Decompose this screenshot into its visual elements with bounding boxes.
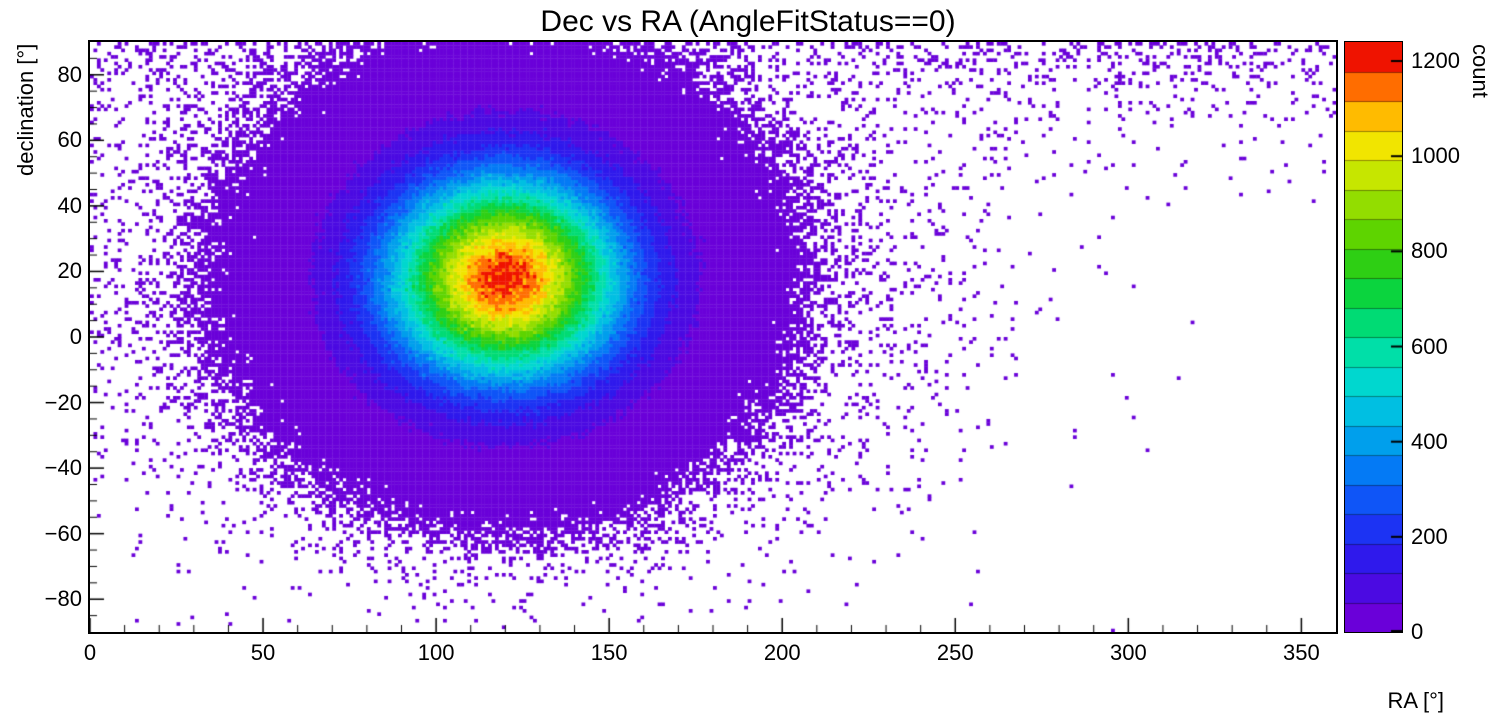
y-tick-label: 20 [57, 258, 82, 284]
colorbar-title: count [1468, 44, 1493, 98]
colorbar-frame [1344, 41, 1403, 633]
z-tick-label: 400 [1411, 428, 1448, 454]
z-tick-label: 800 [1411, 238, 1448, 264]
z-tick-label: 1000 [1411, 143, 1460, 169]
heatmap-canvas [90, 42, 1336, 632]
x-tick-label: 150 [590, 640, 628, 665]
y-tick-label: −80 [44, 586, 82, 612]
x-tick-label: 350 [1283, 640, 1320, 665]
x-tick-label: 0 [83, 640, 97, 665]
y-tick-label: 40 [57, 192, 82, 218]
x-tick-label: 50 [250, 640, 276, 665]
y-tick-label: 60 [57, 127, 82, 153]
y-tick-label: −40 [44, 455, 82, 481]
plot-frame [88, 40, 1338, 634]
x-tick-label: 200 [763, 640, 801, 665]
x-tick-label: 250 [936, 640, 974, 665]
chart-title: Dec vs RA (AngleFitStatus==0) [540, 5, 956, 38]
y-tick-label: 0 [69, 324, 82, 349]
z-tick-label: 600 [1411, 333, 1448, 359]
x-tick-label: 300 [1109, 640, 1147, 665]
y-tick-label: −60 [44, 520, 82, 546]
y-tick-label: −20 [44, 389, 82, 415]
x-tick-label: 100 [417, 640, 455, 665]
colorbar-canvas [1345, 42, 1402, 632]
z-tick-label: 1200 [1411, 48, 1460, 74]
z-tick-label: 0 [1411, 619, 1424, 644]
x-axis-title: RA [°] [1387, 688, 1444, 713]
z-tick-label: 200 [1411, 523, 1448, 549]
y-tick-label: 80 [57, 61, 82, 87]
